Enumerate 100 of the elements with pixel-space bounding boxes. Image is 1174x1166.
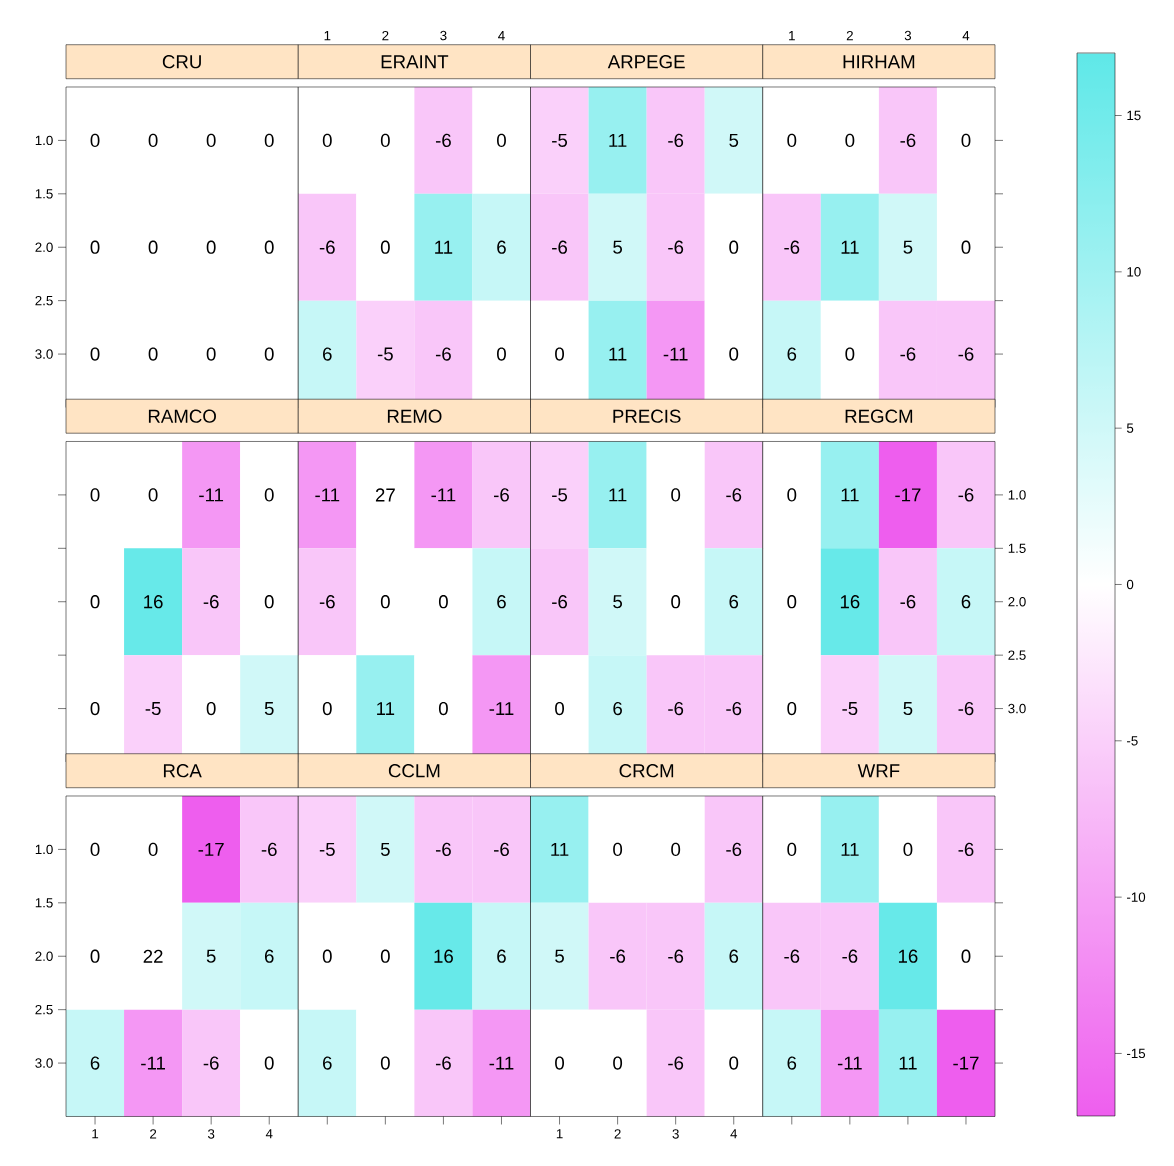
data-label: -6: [958, 488, 974, 502]
data-label: 0: [787, 842, 797, 857]
y-tick-label: 3.0: [1008, 703, 1026, 714]
data-label: -6: [203, 595, 219, 609]
data-label: -5: [552, 133, 568, 147]
data-label: 0: [438, 701, 448, 716]
data-label: -6: [668, 701, 684, 716]
data-label: -6: [900, 347, 916, 361]
data-label: 5: [380, 842, 390, 856]
data-label: 0: [90, 949, 100, 963]
data-label: -11: [199, 488, 224, 502]
data-label: 0: [613, 1056, 623, 1070]
data-label: 0: [555, 701, 565, 716]
data-label: -17: [953, 1056, 979, 1070]
chart-title: CRU: [162, 55, 201, 69]
data-label: 0: [671, 842, 681, 857]
data-label: -6: [552, 240, 568, 254]
data-label: 0: [264, 347, 274, 361]
data-label: 5: [903, 702, 913, 716]
y-tick-label: 1.0: [35, 135, 53, 146]
y-tick-label: 1.0: [1008, 490, 1026, 500]
data-label: 11: [841, 488, 859, 502]
data-label: 0: [380, 595, 390, 609]
data-label: 0: [380, 1056, 390, 1070]
data-label: -6: [668, 240, 684, 254]
color-bar-label: -15: [1126, 1048, 1146, 1059]
chart-title: WRF: [857, 764, 900, 778]
x-tick-label: 1: [92, 1129, 99, 1139]
data-label: 0: [90, 240, 100, 254]
data-label: 16: [144, 595, 163, 609]
color-bar-label: 15: [1127, 110, 1141, 121]
y-tick-label: 1.5: [1008, 543, 1026, 553]
chart-title: REGCM: [845, 409, 913, 423]
data-label: 27: [375, 488, 395, 502]
y-tick-label: 2.5: [35, 1004, 53, 1015]
data-label: -6: [958, 701, 974, 716]
data-label: 5: [206, 949, 216, 963]
data-label: -11: [837, 1056, 862, 1070]
data-label: 0: [903, 842, 913, 857]
x-tick-label: 4: [730, 1129, 738, 1139]
chart-title: REMO: [387, 409, 442, 423]
data-label: 6: [961, 595, 971, 609]
data-label: 0: [148, 240, 158, 254]
y-tick-label: 3.0: [35, 1058, 53, 1068]
data-label: 16: [898, 949, 918, 963]
data-label: 0: [264, 133, 274, 148]
data-label: 5: [555, 949, 564, 963]
data-label: -6: [494, 842, 509, 857]
data-label: 0: [787, 488, 797, 502]
data-label: 6: [497, 240, 506, 254]
data-label: 0: [380, 949, 390, 963]
data-label: 0: [787, 595, 797, 609]
data-label: 0: [787, 701, 797, 716]
data-label: 0: [90, 595, 100, 609]
data-label: 5: [613, 240, 623, 254]
y-tick-label: 2.5: [35, 295, 53, 306]
data-label: 5: [264, 702, 274, 716]
y-tick-label: 1.5: [35, 189, 53, 199]
data-label: -17: [895, 488, 921, 502]
data-label: 0: [671, 488, 681, 502]
x-tick-label: 2: [614, 1129, 621, 1139]
data-label: 0: [206, 347, 216, 361]
data-label: 5: [729, 133, 739, 147]
data-label: 0: [438, 595, 448, 609]
data-label: 0: [380, 240, 390, 254]
y-tick-label: 2.5: [1008, 650, 1026, 660]
data-label: 0: [90, 842, 100, 857]
data-label: 11: [609, 347, 627, 361]
data-label: 11: [609, 133, 627, 147]
data-label: -6: [668, 133, 684, 148]
chart-title: ARPEGE: [607, 55, 685, 69]
data-label: 6: [497, 595, 506, 609]
chart-title: RAMCO: [148, 409, 216, 423]
data-label: -6: [726, 488, 742, 502]
data-label: -6: [552, 595, 568, 609]
data-label: -6: [668, 1056, 684, 1070]
data-label: 0: [729, 347, 739, 361]
data-label: 0: [264, 1056, 274, 1070]
x-tick-label: 1: [789, 31, 795, 41]
data-label: 0: [787, 133, 797, 148]
data-label: 0: [90, 488, 100, 502]
data-label: 0: [90, 701, 100, 716]
chart-title: CCLM: [388, 764, 440, 778]
data-label: 0: [264, 240, 274, 254]
data-label: -6: [435, 842, 451, 857]
chart-title: RCA: [163, 764, 202, 778]
data-label: -6: [668, 949, 684, 963]
data-label: 0: [264, 595, 274, 609]
data-label: 0: [497, 347, 506, 361]
data-label: 0: [206, 133, 216, 148]
data-label: -6: [958, 842, 974, 857]
data-label: -6: [319, 595, 335, 609]
x-tick-label: 2: [382, 30, 389, 41]
data-label: -6: [958, 347, 974, 361]
data-label: -11: [489, 702, 514, 715]
data-label: 11: [899, 1056, 917, 1070]
data-label: 0: [148, 347, 158, 361]
data-label: -6: [842, 949, 858, 963]
y-tick-label: 2.0: [35, 242, 53, 252]
data-label: -11: [431, 488, 456, 502]
